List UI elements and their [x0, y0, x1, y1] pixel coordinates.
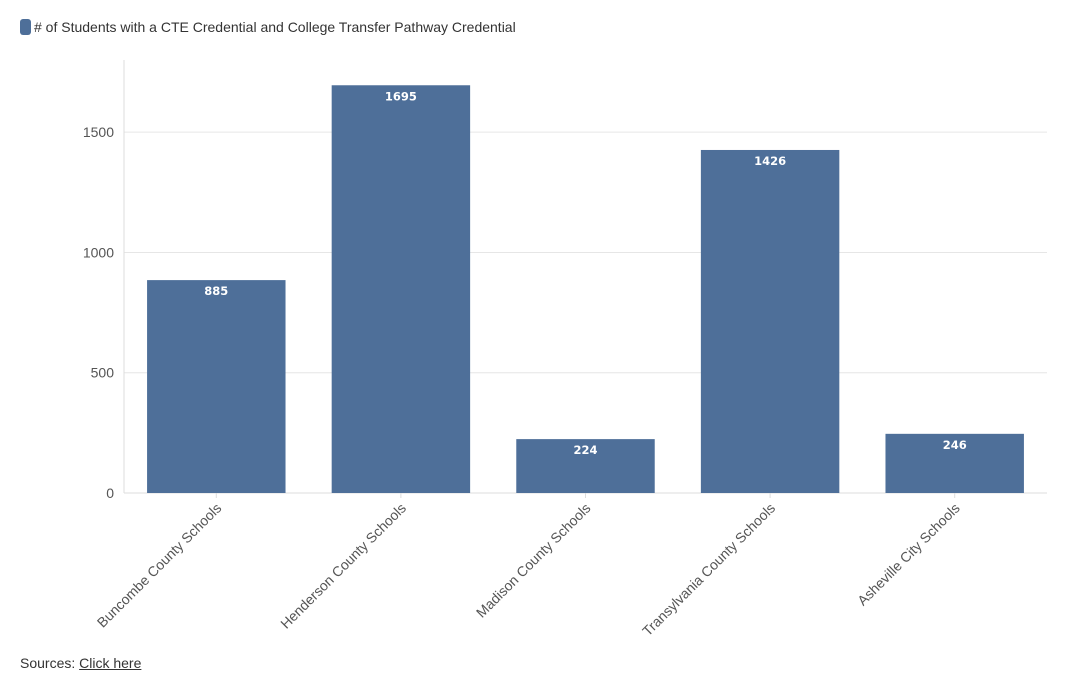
sources-prefix: Sources:	[20, 655, 76, 671]
bar-value-label-1: 885	[204, 284, 228, 298]
sources-link[interactable]: Click here	[79, 655, 142, 671]
chart-legend[interactable]: # of Students with a CTE Credential and …	[20, 19, 516, 35]
legend-swatch	[20, 19, 31, 35]
bar-value-label-4: 1426	[754, 154, 786, 168]
sources-footer: Sources: Click here	[20, 655, 141, 671]
x-category-label-4: Transylvania County Schools	[639, 500, 778, 639]
bar-5	[885, 433, 1024, 493]
legend-label: # of Students with a CTE Credential and …	[34, 19, 516, 35]
y-tick-label-1000: 1000	[83, 244, 114, 260]
x-category-label-2: Henderson County Schools	[277, 500, 409, 632]
bar-4	[700, 149, 840, 493]
x-category-label-5: Asheville City Schools	[854, 500, 963, 609]
bar-value-label-5: 246	[943, 438, 967, 452]
bar-value-label-2: 1695	[385, 89, 417, 103]
bar-value-label-3: 224	[573, 443, 597, 457]
bar-2	[331, 85, 471, 493]
x-category-label-3: Madison County Schools	[473, 500, 594, 621]
bar-3	[516, 439, 655, 493]
bar-1	[147, 280, 286, 493]
x-category-label-1: Buncombe County Schools	[94, 500, 225, 631]
y-tick-label-0: 0	[106, 485, 114, 501]
y-tick-label-1500: 1500	[83, 124, 114, 140]
y-tick-label-500: 500	[91, 365, 115, 381]
bar-layer	[147, 85, 1024, 493]
